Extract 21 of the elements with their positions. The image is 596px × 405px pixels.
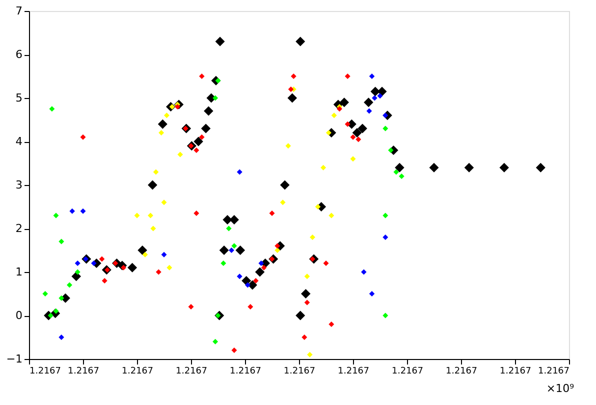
y-tick-label: 3 <box>16 178 22 192</box>
y-tick-label: 5 <box>16 92 22 104</box>
x-tick-label: 1.2167 <box>30 366 61 376</box>
y-tick-label: 7 <box>16 4 22 18</box>
x-tick-label: 1.2167 <box>538 366 570 376</box>
x-tick-label: 1.2167 <box>230 366 262 376</box>
y-tick-label: 2 <box>16 222 22 235</box>
x-tick-label: 1.2167 <box>68 366 100 376</box>
text: ×10⁹ <box>546 382 574 395</box>
y-tick-label: 4 <box>16 135 22 148</box>
y-tick-label: 1 <box>16 266 22 278</box>
x-tick-label: 1.2167 <box>284 366 316 376</box>
y-tick-label: −1 <box>6 352 22 366</box>
y-tick-label: 6 <box>16 48 22 61</box>
x-tick-label: 1.2167 <box>446 366 478 376</box>
x-tick-label: 1.2167 <box>176 366 208 376</box>
x-tick-label: 1.2167 <box>392 366 424 376</box>
x-tick-label: 1.2167 <box>338 366 370 376</box>
y-tick-label: 0 <box>16 309 22 322</box>
x-tick-label: 1.2167 <box>122 366 154 376</box>
x-tick-label: 1.2167 <box>500 366 532 376</box>
